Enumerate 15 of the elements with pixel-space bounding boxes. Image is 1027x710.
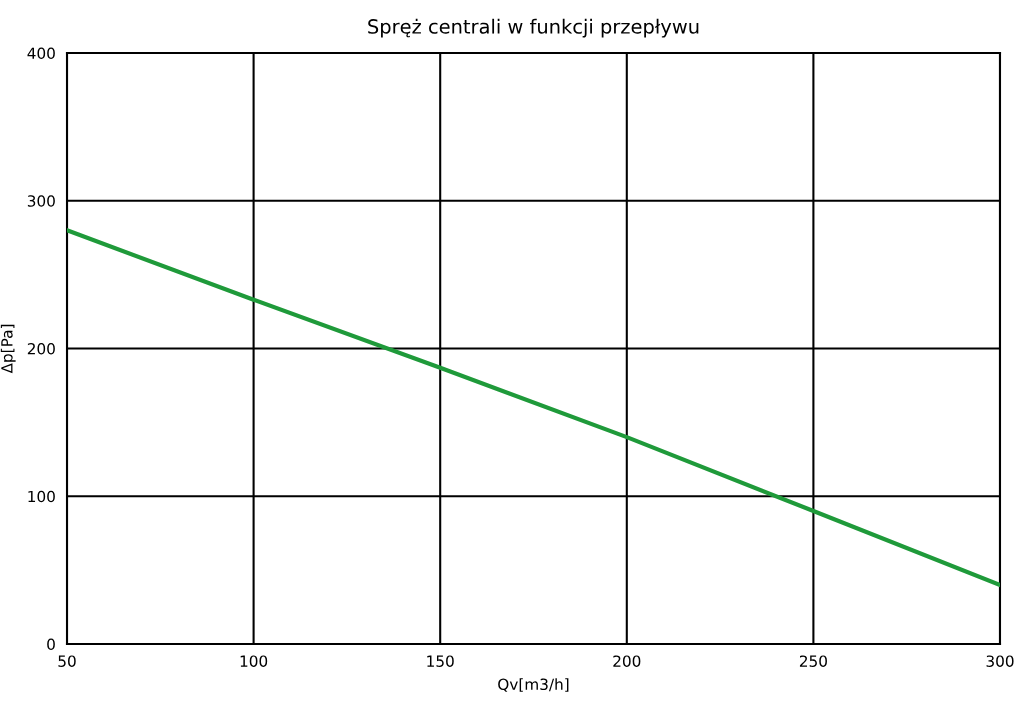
- y-axis-title: Δp[Pa]: [0, 324, 16, 374]
- y-tick-label: 300: [27, 195, 55, 207]
- chart-title: Spręż centrali w funkcji przepływu: [368, 18, 699, 38]
- y-tick-label: 0: [47, 638, 55, 651]
- x-tick-label: 300: [986, 655, 1014, 667]
- x-tick-label: 100: [240, 655, 268, 667]
- x-tick-label: 250: [799, 655, 827, 667]
- x-tick-label: 200: [613, 655, 641, 667]
- y-tick-label: 100: [28, 490, 55, 503]
- y-tick-label: 400: [27, 47, 55, 60]
- y-tick-label: 200: [27, 342, 55, 355]
- x-axis-title: Qv[m3/h]: [498, 678, 569, 692]
- x-tick-label: 150: [427, 655, 454, 667]
- x-tick-label: 50: [58, 655, 76, 667]
- line-series: [67, 228, 1000, 587]
